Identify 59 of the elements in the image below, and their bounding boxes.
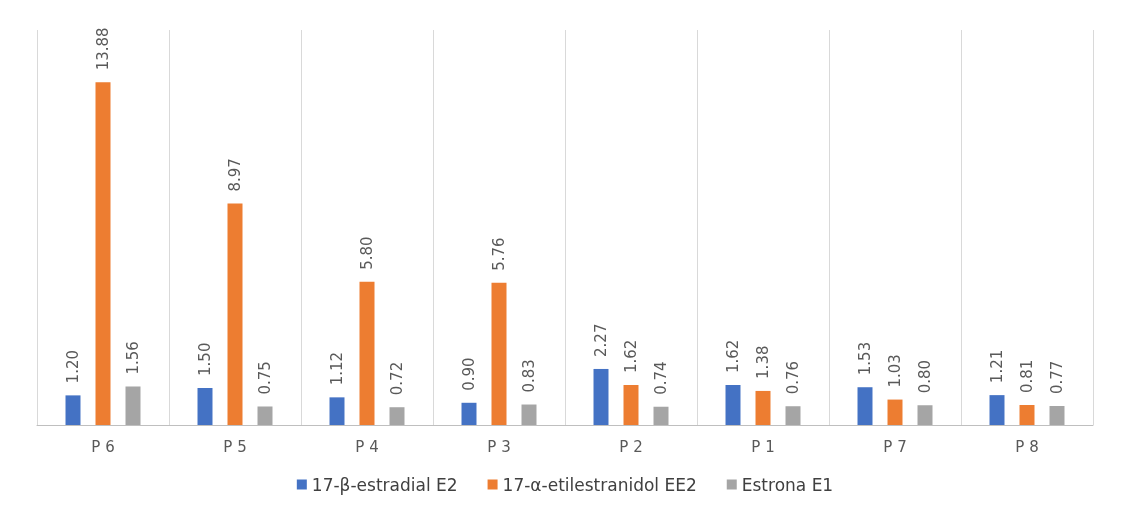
data-label: 0.83 bbox=[520, 359, 538, 393]
data-label: 0.80 bbox=[916, 359, 934, 394]
data-label: 1.62 bbox=[724, 339, 742, 374]
bar bbox=[755, 390, 771, 425]
x-tick-label: P 1 bbox=[751, 437, 775, 456]
bar bbox=[461, 402, 477, 425]
data-label: 1.03 bbox=[886, 354, 904, 388]
x-tick-label: P 2 bbox=[619, 437, 643, 456]
bar bbox=[65, 395, 81, 425]
bar bbox=[623, 385, 639, 425]
data-label: 0.77 bbox=[1048, 360, 1066, 394]
bar bbox=[653, 406, 669, 425]
data-label: 1.12 bbox=[328, 351, 346, 386]
bar bbox=[359, 281, 375, 425]
bar bbox=[329, 397, 345, 425]
bar bbox=[989, 395, 1005, 425]
bar bbox=[491, 282, 507, 425]
bar bbox=[887, 399, 903, 425]
data-label: 0.90 bbox=[460, 357, 478, 391]
bar bbox=[227, 203, 243, 425]
data-label: 1.56 bbox=[124, 341, 142, 375]
data-label: 1.50 bbox=[196, 342, 214, 376]
x-tick-label: P 5 bbox=[223, 437, 247, 456]
bar bbox=[785, 406, 801, 425]
x-tick-label: P 7 bbox=[883, 437, 907, 456]
data-label: 1.62 bbox=[622, 339, 640, 374]
bar bbox=[1019, 405, 1035, 425]
bar bbox=[593, 368, 609, 425]
x-tick-label: P 8 bbox=[1015, 437, 1039, 456]
data-label: 0.72 bbox=[388, 361, 406, 396]
legend-label: 17-α-etilestranidol EE2 bbox=[502, 474, 697, 495]
bar bbox=[725, 385, 741, 425]
data-label: 1.53 bbox=[856, 341, 874, 376]
bar bbox=[917, 405, 933, 425]
bar bbox=[95, 82, 111, 425]
data-label: 5.76 bbox=[490, 237, 508, 271]
data-label: 1.20 bbox=[64, 349, 82, 384]
bar bbox=[857, 387, 873, 425]
legend-label: 17-β-estradial E2 bbox=[311, 474, 458, 495]
data-label: 0.76 bbox=[784, 360, 802, 395]
data-label: 5.80 bbox=[358, 236, 376, 270]
bar bbox=[1049, 405, 1065, 425]
bar bbox=[125, 386, 141, 425]
x-tick-label: P 4 bbox=[355, 437, 379, 456]
data-label: 2.27 bbox=[592, 323, 610, 357]
bar bbox=[521, 404, 537, 425]
data-label: 0.75 bbox=[256, 361, 274, 395]
data-label: 13.88 bbox=[94, 27, 112, 71]
data-label: 0.81 bbox=[1018, 359, 1036, 393]
data-label: 0.74 bbox=[652, 361, 670, 395]
x-tick-label: P 3 bbox=[487, 437, 511, 456]
data-label: 1.21 bbox=[988, 349, 1006, 384]
bar bbox=[389, 407, 405, 425]
legend-label: Estrona E1 bbox=[741, 474, 834, 495]
bar bbox=[257, 406, 273, 425]
x-tick-label: P 6 bbox=[91, 437, 115, 456]
data-label: 8.97 bbox=[226, 158, 244, 192]
data-label: 1.38 bbox=[754, 345, 772, 379]
bar bbox=[197, 387, 213, 425]
